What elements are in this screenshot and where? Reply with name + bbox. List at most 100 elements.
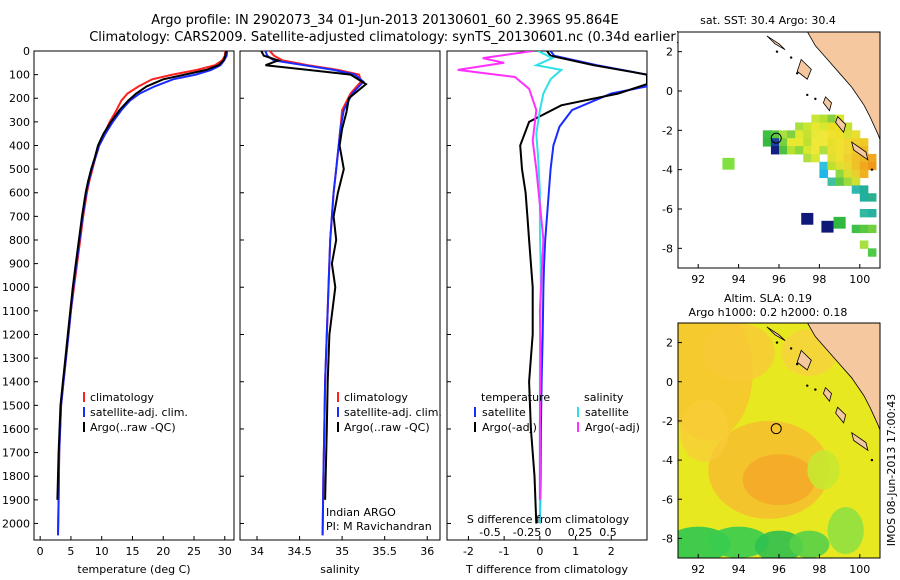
island-dot bbox=[795, 72, 799, 75]
sst-cell bbox=[811, 114, 820, 123]
x-tick-label: 15 bbox=[125, 545, 139, 558]
sst-cell bbox=[787, 146, 796, 155]
series-group bbox=[457, 51, 647, 524]
sst-cell bbox=[859, 209, 869, 218]
y-tick-label: 500 bbox=[9, 163, 30, 176]
y-tick-label: 1700 bbox=[2, 447, 30, 460]
y-tick-label: 2 bbox=[666, 337, 673, 350]
sla-map-title: Altim. SLA: 0.19 bbox=[724, 292, 812, 305]
y-tick-label: 1400 bbox=[2, 376, 30, 389]
sst-cell bbox=[851, 185, 861, 194]
land-island bbox=[851, 431, 869, 452]
sst-cell bbox=[795, 138, 804, 147]
sst-cell bbox=[843, 169, 853, 179]
x-tick-label: 0 bbox=[536, 545, 543, 558]
sst-cell bbox=[867, 248, 877, 257]
sst-cell bbox=[762, 138, 772, 147]
y-tick-label: -6 bbox=[662, 203, 673, 216]
x-tick-label: 5 bbox=[67, 545, 74, 558]
land-island bbox=[766, 326, 786, 341]
y-tick-label: 1200 bbox=[2, 328, 30, 341]
imos-timestamp: IMOS 08-Jun-2013 17:00:43 bbox=[885, 394, 898, 547]
island-dot bbox=[814, 97, 817, 101]
sst-cell bbox=[867, 161, 877, 171]
sst-cell bbox=[835, 153, 845, 163]
sst-cell bbox=[819, 169, 828, 179]
x-tick-label: 1 bbox=[572, 545, 579, 558]
y-tick-label: 200 bbox=[9, 92, 30, 105]
s-tick-label: -0.5 bbox=[479, 526, 500, 539]
sst-cell bbox=[779, 130, 788, 139]
argo-location-marker bbox=[770, 423, 782, 435]
island-dot bbox=[806, 93, 809, 97]
land-island bbox=[796, 349, 812, 371]
sst-cell bbox=[811, 130, 820, 139]
legend-label: Argo(-adj) bbox=[585, 421, 640, 434]
sst-cell bbox=[843, 146, 853, 155]
island-dot bbox=[870, 458, 874, 462]
sla-blob-green bbox=[754, 530, 804, 558]
sst-cell bbox=[843, 153, 853, 163]
x-tick-label: 2 bbox=[608, 545, 615, 558]
sst-cell bbox=[843, 161, 853, 171]
x-tick-label: 36 bbox=[420, 545, 434, 558]
sst-cell bbox=[835, 138, 845, 147]
sst-cell bbox=[811, 153, 820, 163]
sst-cell bbox=[803, 138, 812, 147]
land-island bbox=[822, 96, 832, 112]
sst-cell bbox=[827, 122, 837, 131]
sst-cell bbox=[859, 185, 869, 194]
series-line bbox=[538, 51, 647, 524]
y-tick-label: -8 bbox=[662, 242, 673, 255]
sst-cell bbox=[843, 177, 853, 186]
y-tick-label: 300 bbox=[9, 116, 30, 129]
sst-cell bbox=[803, 146, 812, 155]
sst-cell bbox=[827, 161, 837, 171]
sst-cell bbox=[819, 138, 828, 147]
sst-cell bbox=[827, 153, 837, 163]
sst-cell bbox=[803, 130, 812, 139]
sst-cell bbox=[835, 169, 845, 179]
y-tick-label: 0 bbox=[666, 85, 673, 98]
sst-cell bbox=[851, 130, 861, 139]
x-tick-label: -1 bbox=[499, 545, 510, 558]
sst-cell bbox=[801, 212, 814, 225]
sst-cell bbox=[827, 146, 837, 155]
legend-label: climatology bbox=[90, 391, 154, 404]
y-tick-label: -4 bbox=[662, 454, 673, 467]
island-dot bbox=[775, 50, 779, 53]
y-tick-label: 100 bbox=[9, 69, 30, 82]
sst-cell bbox=[851, 177, 861, 186]
sst-cell bbox=[722, 157, 735, 170]
x-tick-label: 0 bbox=[37, 545, 44, 558]
x-tick-label: 35 bbox=[335, 545, 349, 558]
legend-label: Argo(..raw -QC) bbox=[90, 421, 176, 434]
island-dot bbox=[789, 56, 793, 59]
island-dot bbox=[789, 347, 793, 350]
sst-cell bbox=[795, 130, 804, 139]
x-tick-label: 100 bbox=[849, 563, 870, 576]
argo-location-marker bbox=[770, 132, 782, 144]
y-tick-label: 700 bbox=[9, 210, 30, 223]
sst-map-title: sat. SST: 30.4 Argo: 30.4 bbox=[700, 14, 836, 27]
y-tick-label: 2000 bbox=[2, 517, 30, 530]
x-tick-label: -2 bbox=[463, 545, 474, 558]
x-tick-label: 100 bbox=[849, 273, 870, 286]
annotation-pi: PI: M Ravichandran bbox=[326, 520, 432, 533]
sst-cell bbox=[851, 138, 861, 147]
legend-label: satellite bbox=[482, 406, 526, 419]
legend-title-temperature: temperature bbox=[481, 391, 550, 404]
sst-cell bbox=[787, 138, 796, 147]
temperature-panel: 0 5 10 15 20 25 300100200300400500600700800900… bbox=[2, 45, 235, 576]
figure-title-line2: Climatology: CARS2009. Satellite-adjuste… bbox=[89, 30, 681, 45]
sst-cell bbox=[859, 153, 869, 163]
y-tick-label: 0 bbox=[666, 376, 673, 389]
sla-blob-green bbox=[827, 507, 864, 555]
land-sumatra bbox=[807, 323, 880, 432]
land-island bbox=[796, 58, 812, 80]
s-tick-label: 0.25 bbox=[568, 526, 593, 539]
salinity-panel: 34 34.5 35 35.5 36 salinity climatology satelli… bbox=[239, 50, 442, 576]
y-tick-label: 1100 bbox=[2, 305, 30, 318]
map-content bbox=[678, 32, 880, 268]
